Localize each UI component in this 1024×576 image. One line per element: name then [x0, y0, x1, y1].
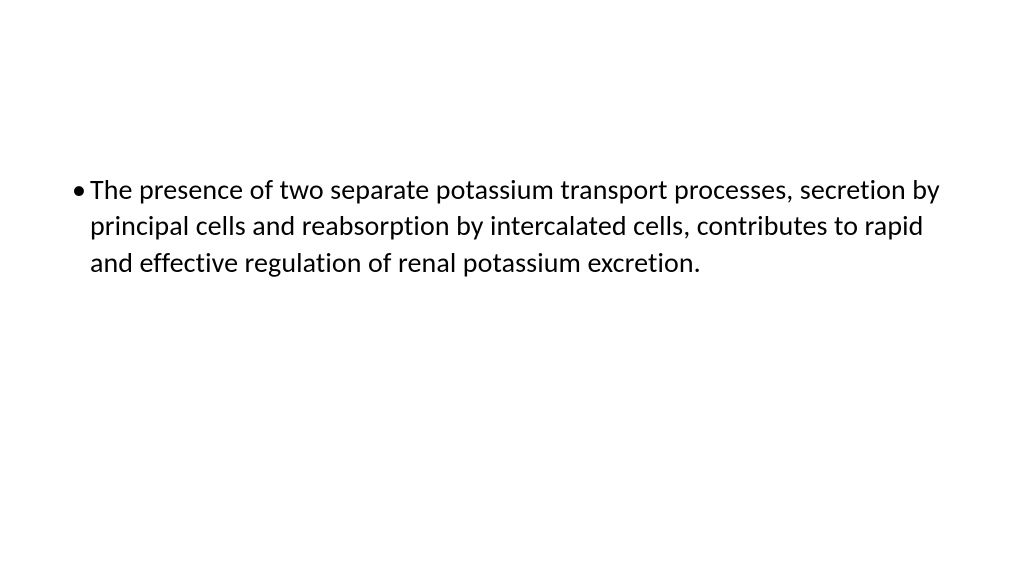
bullet-marker-icon: •: [72, 172, 86, 208]
slide-content: • The presence of two separate potassium…: [72, 172, 952, 281]
bullet-item: • The presence of two separate potassium…: [72, 172, 952, 281]
bullet-text: The presence of two separate potassium t…: [90, 172, 952, 281]
